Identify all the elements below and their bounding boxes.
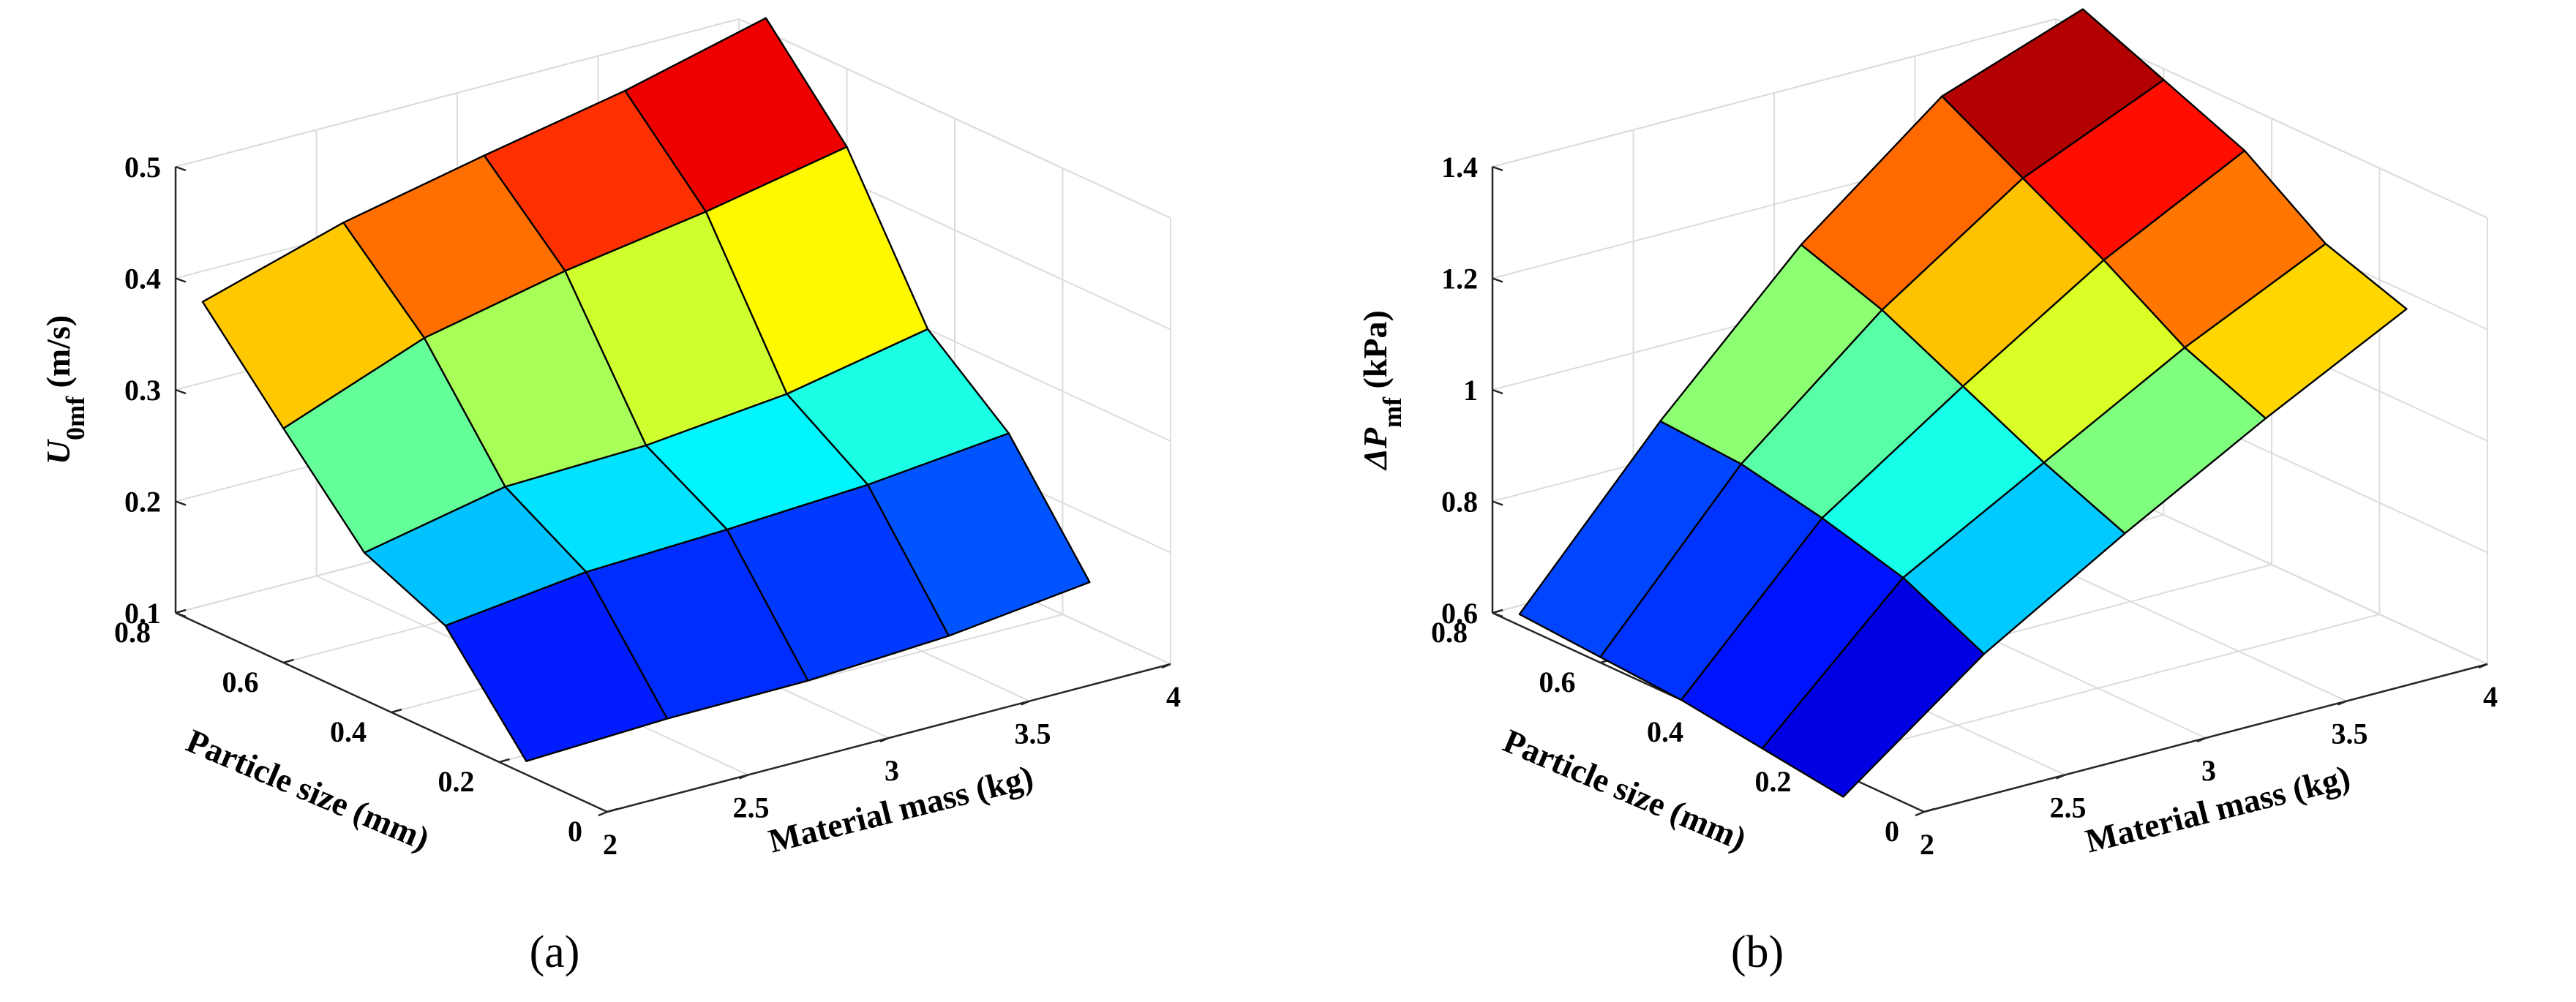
z-axis-symbol: U	[40, 438, 77, 464]
z-tick-mark	[175, 388, 187, 395]
z-tick-mark	[175, 500, 187, 506]
x-tick-mark	[2337, 700, 2347, 706]
x-tick-label: 2.5	[733, 791, 770, 824]
y-tick-mark	[1492, 609, 1503, 614]
z-tick-mark	[175, 277, 187, 283]
y-tick-mark	[283, 658, 294, 664]
floor-gridline-y	[1816, 614, 2380, 763]
y-axis-label: Particle size (mm)	[181, 722, 435, 858]
x-tick-label: 3	[2201, 754, 2216, 787]
z-tick-mark	[1492, 277, 1503, 283]
y-tick-label: 0	[568, 815, 582, 848]
wall-gridline-z	[175, 18, 740, 167]
y-tick-label: 0.2	[438, 765, 475, 798]
x-tick-mark	[879, 737, 890, 743]
z-tick-mark	[175, 165, 187, 172]
x-tick-label: 3.5	[1015, 717, 1051, 750]
x-tick-label: 2	[603, 828, 617, 861]
x-tick-mark	[2478, 663, 2488, 669]
x-axis-label: Material mass (kg)	[2081, 758, 2354, 859]
x-tick-mark	[1915, 810, 1925, 817]
z-axis-unit: (m/s)	[40, 315, 77, 396]
surface-plot-a: 2 2.5 3 3.5 4 0 0.2 0.4 0.6 0.80.1 0.2 0.3 0.4 0.5 Mat…	[40, 17, 1181, 977]
z-tick-label: 0.2	[124, 486, 161, 519]
y-tick-label: 0.8	[1431, 616, 1468, 649]
z-tick-label: 0.1	[124, 597, 161, 630]
z-axis-unit: (kPa)	[1356, 310, 1394, 397]
y-tick-label: 0	[1885, 815, 1899, 848]
surface-plot-b: 22.533.5400.20.40.60.80.60.811.21.4Mater…	[1356, 8, 2498, 977]
z-tick-mark	[175, 611, 187, 618]
y-axis-label: Particle size (mm)	[1498, 722, 1752, 858]
z-tick-mark	[1492, 500, 1503, 506]
z-tick-label: 0.6	[1441, 597, 1478, 630]
x-tick-mark	[2196, 737, 2207, 743]
x-tick-mark	[598, 810, 608, 817]
panel-label: (b)	[1731, 927, 1784, 977]
z-axis-symbol: ΔP	[1356, 427, 1394, 471]
panel-label: (a)	[530, 927, 580, 977]
y-tick-label: 0.2	[1755, 765, 1792, 798]
x-tick-mark	[1021, 700, 1030, 706]
z-tick-label: 1.4	[1441, 151, 1478, 184]
wall-gridline-z	[738, 18, 1171, 219]
y-tick-mark	[499, 758, 510, 764]
surface	[201, 17, 1091, 762]
x-tick-label: 4	[2483, 680, 2498, 713]
z-tick-label: 0.3	[124, 374, 161, 407]
y-tick-label: 0.6	[1539, 666, 1576, 698]
wall-gridline-z	[1492, 18, 2057, 167]
z-tick-mark	[1492, 165, 1503, 172]
z-axis-label: U0mf (m/s)	[40, 315, 90, 464]
x-tick-label: 3	[885, 754, 899, 787]
x-tick-label: 3.5	[2332, 717, 2368, 750]
x-tick-mark	[739, 774, 748, 780]
ticks: 2 2.5 3 3.5 4 0 0.2 0.4 0.6 0.80.1 0.2 0.3 0.4 0.5	[114, 151, 1181, 861]
z-tick-label: 0.8	[1441, 486, 1478, 519]
x-axis-label: Material mass (kg)	[765, 758, 1037, 859]
x-tick-label: 2.5	[2050, 791, 2087, 824]
y-tick-mark	[175, 609, 187, 614]
z-axis-subscript: mf	[1378, 396, 1407, 428]
z-tick-mark	[1492, 388, 1503, 395]
z-axis-label: ΔPmf (kPa)	[1356, 310, 1407, 471]
z-tick-label: 1.2	[1441, 263, 1478, 295]
z-tick-label: 1	[1463, 374, 1478, 407]
y-tick-mark	[607, 807, 618, 813]
z-tick-mark	[1492, 611, 1503, 618]
y-tick-mark	[1923, 807, 1935, 813]
y-tick-label: 0.4	[1647, 715, 1683, 748]
y-tick-label: 0.4	[330, 715, 367, 748]
y-tick-label: 0.8	[114, 616, 151, 649]
z-tick-label: 0.4	[124, 263, 161, 295]
x-tick-label: 4	[1166, 680, 1181, 713]
x-tick-mark	[2056, 774, 2065, 780]
y-tick-mark	[391, 708, 402, 714]
z-axis-subscript: 0mf	[61, 396, 90, 440]
z-tick-label: 0.5	[124, 151, 161, 184]
x-tick-label: 2	[1920, 828, 1934, 861]
y-tick-label: 0.6	[222, 666, 259, 698]
x-tick-mark	[1161, 663, 1171, 669]
surface-patch	[867, 432, 1091, 637]
surface-patch	[2184, 243, 2408, 420]
surface	[1518, 8, 2408, 798]
